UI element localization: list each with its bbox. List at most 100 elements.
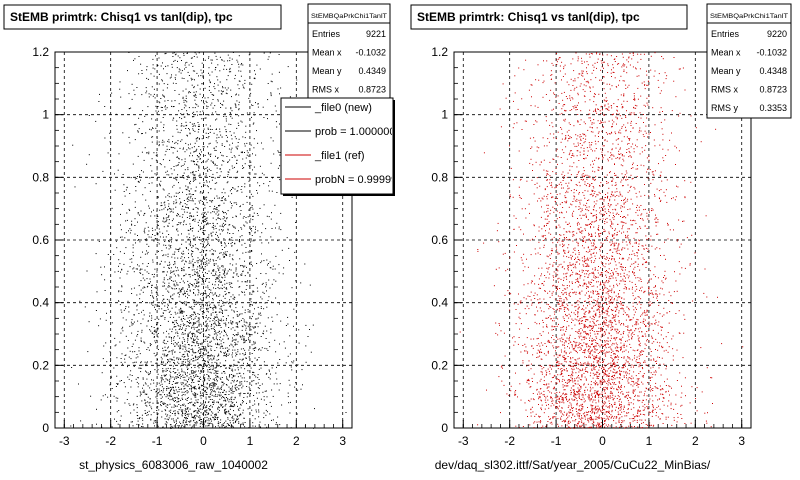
data-point (237, 376, 239, 378)
data-point (238, 138, 240, 140)
data-point (127, 300, 129, 302)
data-point (219, 128, 221, 130)
data-point (173, 293, 175, 295)
data-point (252, 123, 254, 125)
data-point (203, 250, 205, 252)
data-point (183, 101, 185, 103)
data-point (216, 325, 218, 327)
data-point (140, 280, 142, 282)
data-point (208, 336, 210, 338)
data-point (146, 393, 147, 395)
data-point (202, 161, 204, 163)
data-point (163, 124, 165, 126)
data-point (232, 406, 234, 408)
data-point (200, 243, 202, 245)
data-point (162, 95, 164, 97)
data-point (242, 400, 243, 402)
data-point (604, 154, 606, 156)
data-point (240, 403, 241, 405)
data-point (217, 401, 219, 403)
data-point (181, 208, 183, 210)
data-point (160, 427, 162, 429)
data-point (157, 349, 159, 350)
data-point (163, 340, 165, 342)
data-point (173, 326, 175, 328)
data-point (179, 328, 181, 330)
data-point (221, 265, 222, 267)
data-point (241, 325, 243, 327)
data-point (278, 71, 280, 73)
data-point (531, 302, 533, 304)
data-point (122, 174, 124, 175)
data-point (146, 265, 148, 267)
data-point (209, 142, 211, 144)
data-point (214, 370, 216, 371)
data-point (154, 306, 155, 308)
data-point (214, 149, 216, 151)
data-point (234, 342, 236, 343)
data-point (172, 106, 174, 108)
data-point (155, 253, 157, 255)
data-point (241, 152, 243, 154)
data-point (182, 315, 184, 317)
data-point (212, 416, 214, 418)
data-point (136, 305, 138, 307)
data-point (228, 171, 230, 173)
data-point (239, 395, 241, 397)
data-point (201, 311, 203, 312)
data-point (202, 135, 204, 136)
data-point (161, 401, 163, 402)
data-point (164, 317, 166, 318)
data-point (209, 125, 211, 127)
data-point (173, 390, 175, 392)
data-point (199, 304, 201, 306)
data-point (164, 285, 165, 287)
data-point (271, 367, 273, 369)
data-point (192, 171, 194, 173)
data-point (260, 306, 262, 308)
data-point (170, 409, 172, 411)
data-point (245, 325, 247, 327)
data-point (270, 405, 272, 407)
data-point (241, 228, 243, 230)
data-point (214, 418, 216, 420)
data-point (230, 389, 232, 391)
data-point (223, 196, 224, 198)
data-point (270, 137, 272, 139)
data-point (210, 389, 212, 391)
data-point (170, 424, 172, 426)
legend-frame (280, 97, 394, 195)
data-point (218, 391, 220, 393)
data-point (184, 408, 186, 410)
data-point (198, 331, 200, 333)
data-point (175, 74, 177, 76)
data-point (220, 318, 222, 320)
data-point (172, 119, 174, 121)
data-point (143, 389, 145, 391)
y-tick-label: 0.8 (32, 170, 49, 184)
data-point (165, 247, 167, 249)
data-point (279, 154, 281, 156)
data-point (140, 272, 142, 274)
data-point (250, 207, 252, 209)
data-point (247, 272, 249, 274)
data-point (224, 411, 226, 413)
data-point (220, 394, 222, 396)
data-point (202, 316, 203, 318)
data-point (582, 368, 584, 370)
data-point (191, 371, 193, 373)
data-point (257, 306, 259, 308)
data-point (193, 371, 195, 373)
data-point (201, 342, 203, 344)
data-point (120, 415, 122, 417)
data-point (251, 285, 253, 286)
data-point (139, 174, 141, 176)
data-point (243, 336, 245, 338)
data-point (257, 103, 259, 105)
data-point (207, 211, 209, 213)
data-point (149, 278, 151, 280)
data-point (119, 341, 121, 343)
data-point (206, 302, 208, 304)
data-point (139, 391, 141, 393)
data-point (157, 373, 159, 375)
